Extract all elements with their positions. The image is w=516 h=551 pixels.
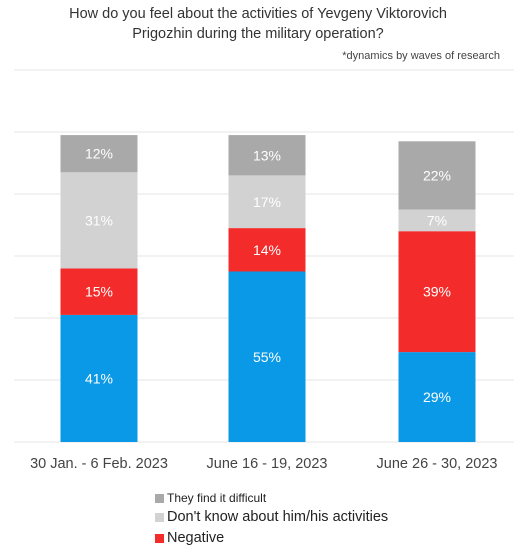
legend: They find it difficult Don't know about … bbox=[155, 490, 388, 548]
bar-series-0-0 bbox=[60, 314, 138, 442]
legend-label-dont-know: Don't know about him/his activities bbox=[167, 509, 389, 525]
chart-title-line-2: Prigozhin during the military operation? bbox=[132, 26, 384, 42]
data-label-series-0-0: 41% bbox=[85, 370, 113, 386]
data-label-they-find-it-difficult-1: 13% bbox=[253, 147, 281, 163]
data-label-negative-1: 14% bbox=[253, 242, 281, 258]
legend-item-negative: Negative bbox=[155, 528, 388, 548]
x-tick-label-2: June 26 - 30, 2023 bbox=[377, 456, 498, 472]
bar-they-find-it-difficult-0 bbox=[60, 135, 138, 173]
bar-negative-2 bbox=[398, 231, 476, 353]
bar-don-t-know-about-him-his-activities-0 bbox=[60, 172, 138, 269]
legend-item-dont-know: Don't know about him/his activities bbox=[155, 506, 388, 528]
data-label-don-t-know-about-him-his-activities-1: 17% bbox=[253, 194, 281, 210]
legend-swatch-negative bbox=[155, 533, 164, 543]
bar-series-0-1 bbox=[228, 271, 306, 442]
chart-title-line-1: How do you feel about the activities of … bbox=[69, 6, 447, 22]
data-label-they-find-it-difficult-0: 12% bbox=[85, 146, 113, 162]
data-label-series-0-1: 55% bbox=[253, 349, 281, 365]
bar-they-find-it-difficult-1 bbox=[228, 135, 306, 176]
data-label-negative-2: 39% bbox=[423, 284, 451, 300]
chart-note: *dynamics by waves of research bbox=[342, 50, 500, 62]
bar-negative-0 bbox=[60, 268, 138, 315]
bar-series-0-2 bbox=[398, 352, 476, 442]
bar-negative-1 bbox=[228, 228, 306, 272]
bar-they-find-it-difficult-2 bbox=[398, 141, 476, 210]
legend-label-difficult: They find it difficult bbox=[167, 491, 267, 505]
bar-don-t-know-about-him-his-activities-2 bbox=[398, 209, 476, 232]
x-tick-label-0: 30 Jan. - 6 Feb. 2023 bbox=[30, 456, 168, 472]
chart-title: How do you feel about the activities of … bbox=[0, 4, 516, 44]
data-label-don-t-know-about-him-his-activities-2: 7% bbox=[427, 212, 447, 228]
legend-swatch-difficult bbox=[155, 493, 164, 503]
bars bbox=[60, 135, 476, 442]
legend-label-negative: Negative bbox=[167, 530, 225, 546]
bar-don-t-know-about-him-his-activities-1 bbox=[228, 175, 306, 229]
data-label-negative-0: 15% bbox=[85, 284, 113, 300]
x-tick-label-1: June 16 - 19, 2023 bbox=[207, 456, 328, 472]
x-tick-labels: 30 Jan. - 6 Feb. 2023 June 16 - 19, 2023 J… bbox=[30, 456, 497, 472]
legend-item-difficult: They find it difficult bbox=[155, 490, 388, 506]
data-label-they-find-it-difficult-2: 22% bbox=[423, 167, 451, 183]
legend-swatch-dont-know bbox=[155, 512, 164, 522]
data-label-series-0-2: 29% bbox=[423, 389, 451, 405]
data-label-don-t-know-about-him-his-activities-0: 31% bbox=[85, 212, 113, 228]
data-labels: 41% 15% 31% 12% 55% 14% 17% 13% 29% 39% 7% 22% bbox=[85, 146, 451, 405]
